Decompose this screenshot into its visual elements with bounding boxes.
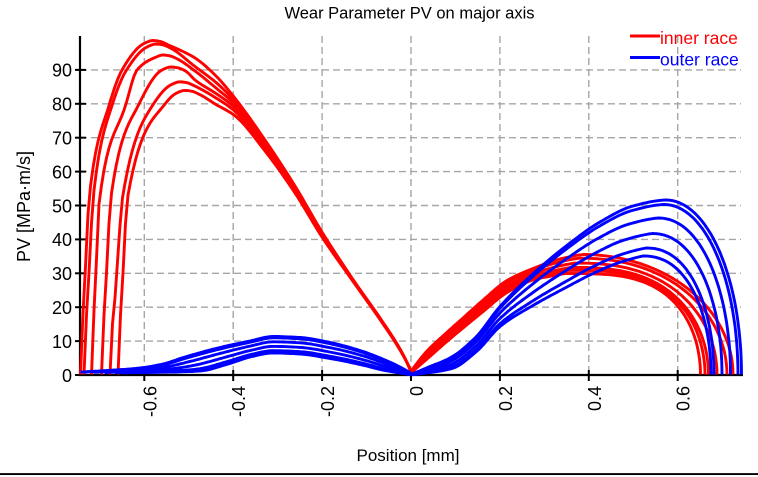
svg-text:inner race: inner race — [660, 28, 738, 48]
svg-text:40: 40 — [52, 230, 72, 250]
svg-text:0: 0 — [407, 386, 427, 396]
svg-text:-0.6: -0.6 — [140, 386, 160, 417]
svg-text:30: 30 — [52, 264, 72, 284]
svg-text:60: 60 — [52, 162, 72, 182]
svg-text:-0.2: -0.2 — [318, 386, 338, 417]
svg-text:70: 70 — [52, 129, 72, 149]
svg-text:Wear Parameter PV on major axi: Wear Parameter PV on major axis — [284, 5, 534, 23]
svg-text:-0.4: -0.4 — [229, 386, 249, 417]
svg-text:90: 90 — [52, 61, 72, 81]
svg-text:0.4: 0.4 — [585, 386, 605, 411]
svg-text:80: 80 — [52, 95, 72, 115]
svg-text:50: 50 — [52, 196, 72, 216]
svg-text:0.6: 0.6 — [674, 386, 694, 411]
svg-text:PV [MPa·m/s]: PV [MPa·m/s] — [14, 151, 34, 262]
svg-text:Position [mm]: Position [mm] — [357, 446, 460, 465]
svg-text:20: 20 — [52, 298, 72, 318]
svg-text:10: 10 — [52, 332, 72, 352]
svg-text:0: 0 — [62, 366, 72, 386]
svg-text:0.2: 0.2 — [496, 386, 516, 411]
svg-text:outer race: outer race — [660, 50, 739, 70]
